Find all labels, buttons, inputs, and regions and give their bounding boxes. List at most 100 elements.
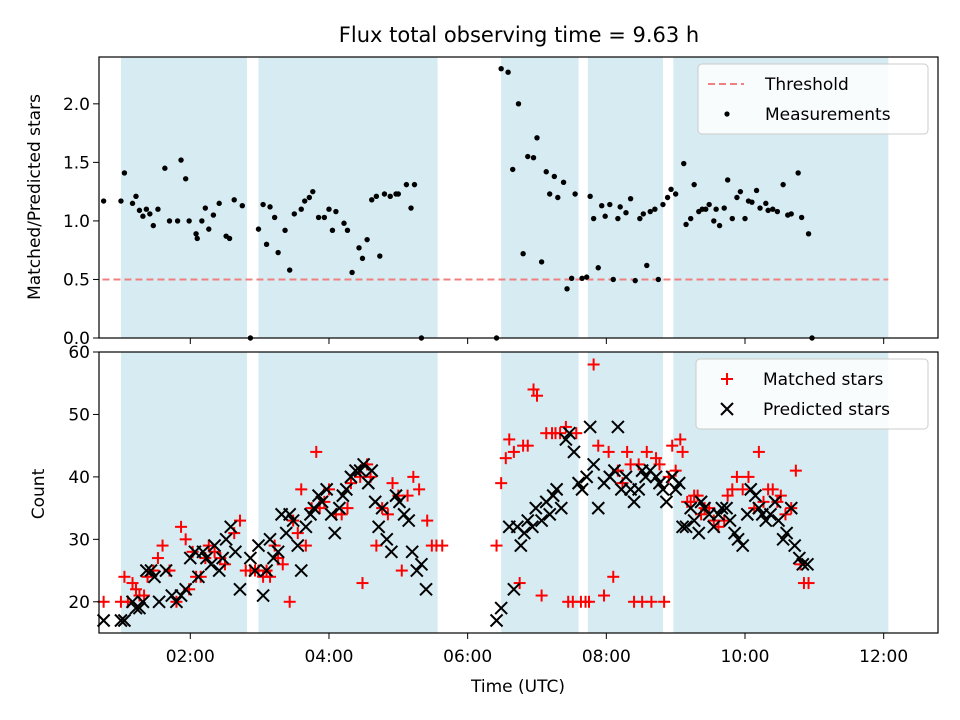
measurement-point bbox=[505, 69, 511, 75]
measurement-point bbox=[637, 215, 643, 222]
measurement-point bbox=[239, 202, 246, 209]
measurement-point bbox=[632, 277, 638, 284]
measurement-point bbox=[291, 211, 298, 217]
bottom-y-ticks: 20 30 40 50 60 bbox=[68, 343, 99, 613]
predicted-star-point bbox=[768, 495, 782, 509]
predicted-star-point bbox=[204, 557, 218, 572]
matched-star-point bbox=[513, 577, 526, 590]
predicted-star-point bbox=[199, 551, 214, 565]
matched-star-point bbox=[766, 483, 779, 496]
x-tick-label: 10:00 bbox=[721, 647, 770, 667]
measurement-point bbox=[147, 211, 153, 217]
predicted-star-point bbox=[405, 545, 419, 559]
measurement-point bbox=[703, 206, 709, 212]
measurement-point bbox=[623, 210, 629, 216]
matched-star-point bbox=[658, 595, 671, 608]
matched-star-point bbox=[726, 483, 739, 496]
predicted-star-point bbox=[332, 501, 347, 515]
predicted-star-point bbox=[328, 526, 342, 540]
measurement-point bbox=[140, 213, 146, 219]
bottom-legend-box bbox=[695, 358, 929, 430]
measurement-point bbox=[530, 154, 537, 161]
measurement-point bbox=[664, 194, 671, 201]
predicted-star-point bbox=[542, 507, 557, 522]
matched-star-point bbox=[344, 477, 357, 490]
matched-star-point bbox=[666, 439, 679, 452]
matched-star-point bbox=[718, 514, 731, 527]
predicted-star-point bbox=[525, 520, 540, 534]
predicted-star-point bbox=[694, 495, 708, 509]
predicted-star-point bbox=[567, 445, 581, 459]
matched-star-point bbox=[490, 539, 503, 552]
predicted-star-point bbox=[336, 488, 350, 503]
predicted-star-point bbox=[514, 538, 528, 553]
predicted-star-point bbox=[752, 501, 766, 515]
predicted-star-point bbox=[243, 551, 258, 565]
measurement-point bbox=[515, 101, 522, 107]
bottom-shaded-intervals bbox=[120, 352, 889, 633]
bottom-axes-frame bbox=[98, 351, 939, 634]
measurement-point bbox=[150, 222, 157, 229]
bottom-y-tick-label: 40 bbox=[68, 468, 90, 488]
matched-star-point bbox=[436, 539, 449, 552]
predicted-star-point bbox=[652, 476, 667, 490]
x-tick-label: 04:00 bbox=[304, 647, 353, 667]
matched-star-point bbox=[570, 427, 583, 440]
matched-star-point bbox=[752, 445, 765, 458]
matched-star-point bbox=[194, 570, 207, 583]
measurement-point bbox=[770, 206, 776, 212]
matched-star-point bbox=[774, 489, 787, 502]
x-axis-label: Time (UTC) bbox=[470, 677, 565, 697]
measurement-point bbox=[655, 276, 662, 283]
measurement-point bbox=[615, 215, 621, 222]
measurement-point bbox=[724, 177, 731, 183]
matched-star-point bbox=[802, 577, 815, 590]
predicted-star-point bbox=[638, 470, 653, 484]
predicted-star-point bbox=[419, 582, 433, 596]
predicted-star-point bbox=[228, 545, 243, 559]
top-y-ticks: 0.0 0.5 1.0 1.5 2.0 bbox=[63, 95, 99, 349]
measurement-point bbox=[178, 157, 184, 163]
predicted-star-point bbox=[771, 513, 786, 528]
predicted-star-point bbox=[215, 551, 230, 565]
predicted-star-point bbox=[266, 551, 281, 565]
measurement-point bbox=[583, 274, 590, 280]
predicted-star-point bbox=[583, 420, 597, 434]
bottom-y-axis-label: Count bbox=[29, 468, 49, 519]
predicted-star-point bbox=[263, 532, 277, 547]
predicted-star-point bbox=[534, 513, 549, 528]
predicted-star-point bbox=[579, 470, 594, 484]
predicted-star-point bbox=[311, 488, 326, 503]
matched-star-point bbox=[650, 452, 663, 465]
predicted-star-point bbox=[675, 520, 690, 534]
bottom-plot-area bbox=[96, 358, 815, 628]
predicted-star-point bbox=[735, 538, 750, 553]
predicted-star-point bbox=[219, 532, 233, 547]
measurement-point bbox=[395, 191, 402, 197]
predicted-star-point bbox=[659, 495, 674, 509]
chart-title: Flux total observing time = 9.63 h bbox=[339, 23, 699, 47]
measurement-point bbox=[579, 275, 585, 281]
measurement-point bbox=[408, 205, 414, 211]
measurement-point bbox=[310, 188, 316, 195]
measurement-point bbox=[286, 267, 293, 273]
predicted-star-point bbox=[344, 470, 358, 484]
measurement-point bbox=[136, 207, 143, 214]
predicted-star-point bbox=[299, 520, 313, 534]
matched-star-point bbox=[126, 577, 139, 590]
measurement-point bbox=[711, 218, 717, 224]
predicted-star-point bbox=[723, 513, 737, 528]
predicted-star-point bbox=[251, 538, 266, 553]
measurement-point bbox=[133, 193, 139, 200]
measurement-point bbox=[602, 213, 608, 219]
measurement-point bbox=[721, 205, 727, 211]
measurement-point bbox=[660, 201, 666, 208]
measurement-point bbox=[737, 188, 744, 195]
bottom-legend: Matched stars Predicted stars bbox=[695, 358, 929, 430]
measurement-point bbox=[788, 211, 794, 217]
measurement-point bbox=[627, 195, 634, 202]
measurement-point bbox=[599, 202, 605, 209]
predicted-star-point bbox=[549, 482, 564, 497]
predicted-star-point bbox=[611, 420, 625, 434]
measurement-point bbox=[349, 269, 355, 276]
